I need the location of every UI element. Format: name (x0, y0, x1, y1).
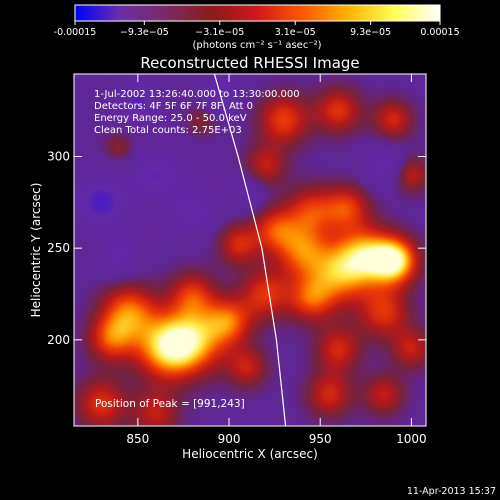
observation-info-line: Energy Range: 25.0 - 50.0 keV (94, 113, 247, 124)
y-tick-label: 200 (47, 333, 70, 347)
axis-ticks: 850 900 950 1000 200 250 300 (47, 74, 427, 446)
y-tick-label: 250 (47, 241, 70, 255)
y-tick-label: 300 (47, 150, 70, 164)
colorbar-gradient (75, 5, 440, 21)
footer-timestamp: 11-Apr-2013 15:37 (407, 486, 496, 497)
colorbar-tick-label: −9.3e−05 (120, 27, 169, 38)
solar-limb-curve (213, 74, 287, 426)
colorbar-tick-label: 9.3e−05 (350, 27, 391, 38)
plot-title: Reconstructed RHESSI Image (140, 54, 359, 72)
y-axis-label: Heliocentric Y (arcsec) (29, 183, 43, 318)
plot-frame (73, 73, 427, 427)
observation-info-line: Clean Total counts: 2.75E+03 (94, 125, 242, 136)
colorbar-tick-label: 3.1e−05 (275, 27, 316, 38)
x-tick-label: 1000 (396, 432, 427, 446)
observation-info-line: 1-Jul-2002 13:26:40.000 to 13:30:00.000 (94, 89, 300, 100)
x-tick-label: 950 (309, 432, 332, 446)
x-tick-label: 900 (218, 432, 241, 446)
plot-area: 1-Jul-2002 13:26:40.000 to 13:30:00.000D… (47, 73, 427, 446)
colorbar-unit-label: (photons cm⁻² s⁻¹ asec⁻²) (192, 40, 321, 51)
observation-info-line: Detectors: 4F 5F 6F 7F 8F, Att 0 (94, 101, 253, 112)
x-axis-label: Heliocentric X (arcsec) (182, 447, 318, 461)
colorbar-tick-label: -0.00015 (54, 27, 97, 38)
colorbar-ticks: -0.00015 −9.3e−05 −3.1e−05 3.1e−05 9.3e−05 0.… (54, 21, 460, 38)
colorbar: -0.00015 −9.3e−05 −3.1e−05 3.1e−05 9.3e−05 0.… (54, 4, 460, 51)
colorbar-tick-label: −3.1e−05 (195, 27, 244, 38)
x-tick-label: 850 (126, 432, 149, 446)
colorbar-tick-label: 0.00015 (420, 27, 459, 38)
peak-position-label: Position of Peak = [991,243] (95, 398, 245, 410)
heatmap-image (74, 74, 426, 426)
observation-info: 1-Jul-2002 13:26:40.000 to 13:30:00.000D… (94, 89, 300, 136)
colorbar-frame (74, 4, 441, 22)
